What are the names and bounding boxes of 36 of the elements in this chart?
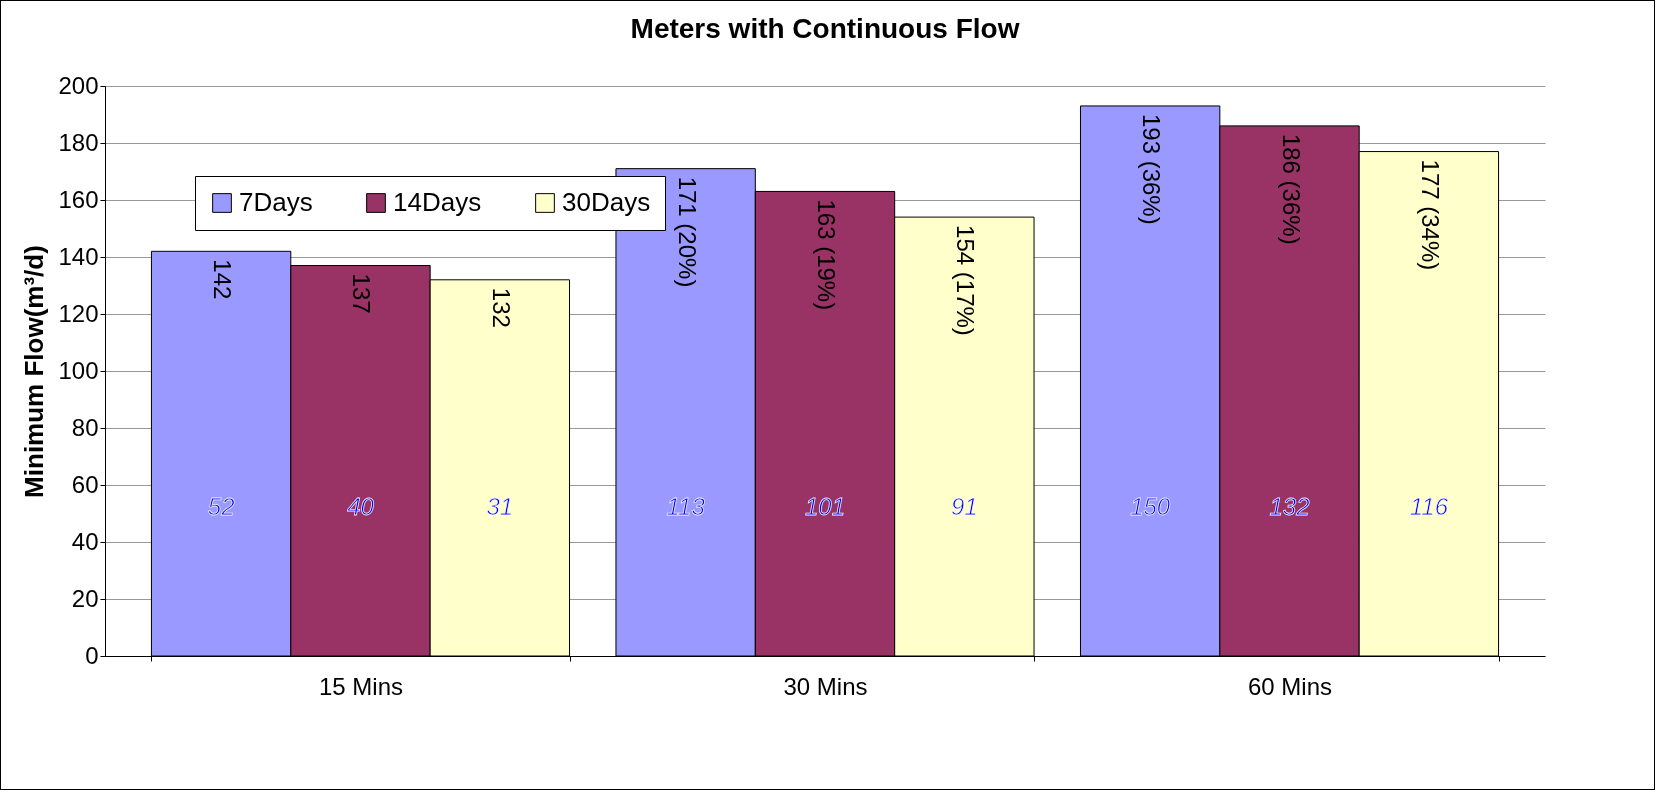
annotation: 31: [486, 492, 514, 520]
x-tick-label: 60 Mins: [1247, 672, 1333, 700]
chart-title: Meters with Continuous Flow: [630, 13, 1020, 44]
y-axis-title: Minimum Flow(m³/d): [19, 245, 50, 498]
data-label: 186 (36%): [1277, 133, 1305, 245]
annotation: 150: [1130, 492, 1171, 520]
annotation: 40: [347, 492, 375, 520]
legend-label: 7Days: [239, 187, 313, 217]
data-label: 177 (34%): [1416, 159, 1444, 271]
x-tick-label: 15 Mins: [318, 672, 404, 700]
y-tick-label: 0: [85, 641, 99, 669]
data-label: 137: [348, 273, 376, 314]
y-tick-label: 20: [71, 584, 99, 612]
y-tick-label: 80: [71, 413, 99, 441]
data-label: 163 (19%): [813, 199, 840, 311]
data-label: 193 (36%): [1138, 113, 1166, 225]
legend-label: 30Days: [562, 187, 651, 217]
y-tick-label: 180: [58, 128, 99, 156]
data-label: 154 (17%): [952, 225, 980, 336]
y-tick-label: 160: [58, 185, 99, 213]
y-tick-label: 120: [58, 299, 99, 327]
data-label: 171 (20%): [673, 176, 701, 288]
y-tick-label: 200: [58, 71, 99, 99]
annotation: 101: [804, 492, 846, 520]
y-tick-label: 60: [71, 470, 99, 498]
legend-label: 14Days: [393, 187, 482, 217]
y-tick-label: 40: [71, 527, 99, 555]
y-tick-label: 140: [58, 242, 99, 270]
data-label: 142: [209, 259, 237, 300]
annotation: 113: [666, 492, 706, 520]
y-tick-label: 100: [58, 356, 99, 384]
x-tick-label: 30 Mins: [783, 672, 868, 700]
annotation: 116: [1409, 492, 1449, 520]
annotation: 91: [951, 492, 978, 520]
data-label: 132: [487, 287, 515, 328]
annotation: 132: [1269, 492, 1310, 520]
